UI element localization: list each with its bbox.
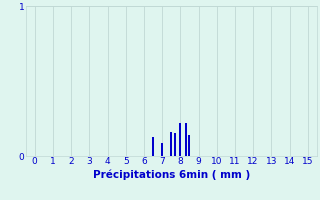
Bar — [161, 143, 163, 156]
Bar — [188, 135, 190, 156]
Bar — [185, 123, 187, 156]
Bar — [170, 132, 172, 156]
Bar — [174, 133, 176, 156]
Bar — [180, 123, 181, 156]
Bar — [152, 137, 154, 156]
X-axis label: Précipitations 6min ( mm ): Précipitations 6min ( mm ) — [92, 169, 250, 180]
